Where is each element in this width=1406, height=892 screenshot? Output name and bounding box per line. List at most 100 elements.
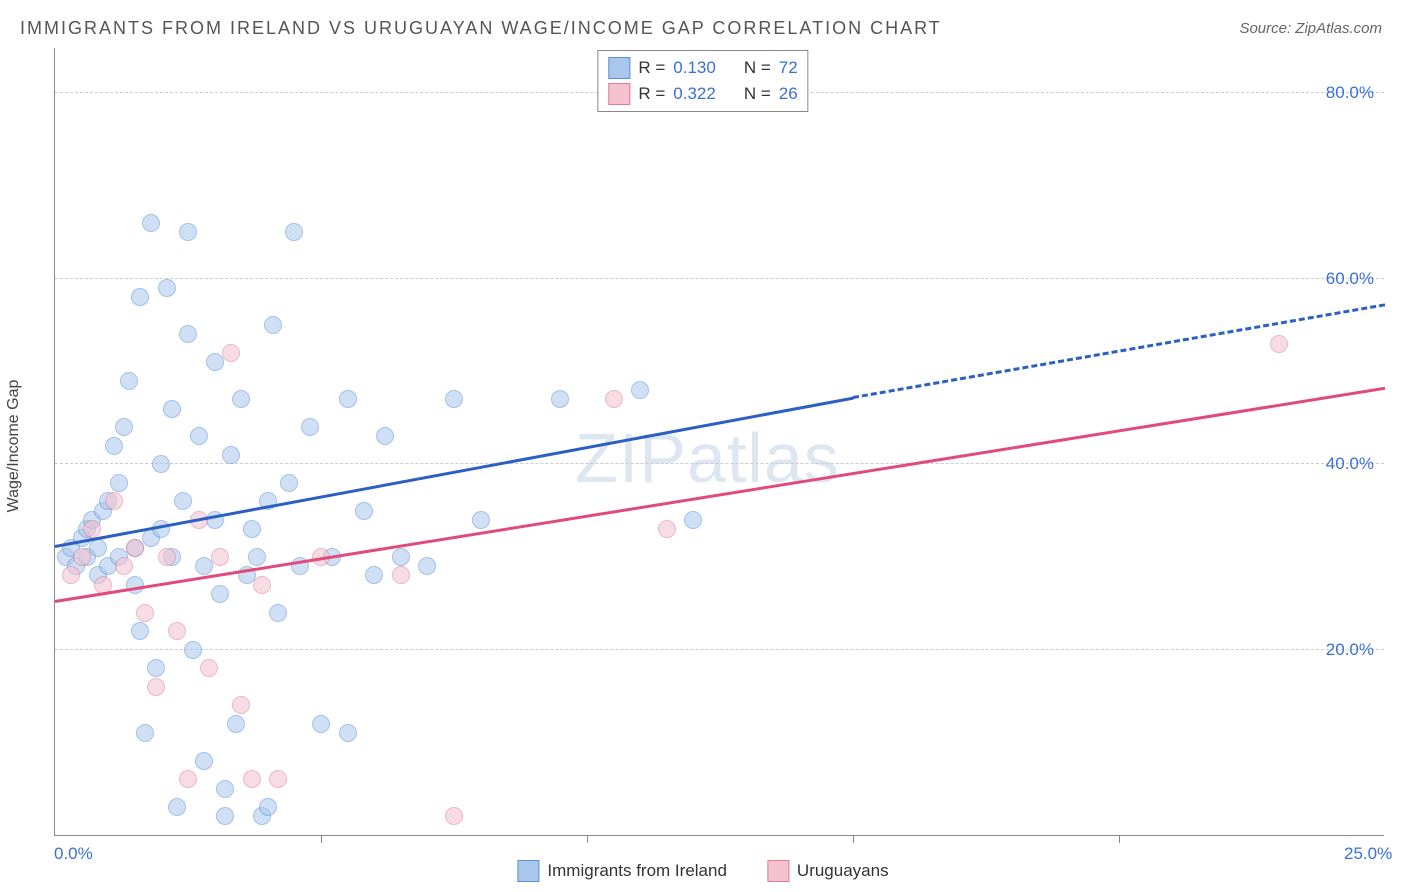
n-value-ireland: 72	[779, 58, 798, 78]
swatch-ireland	[608, 57, 630, 79]
data-point	[190, 427, 208, 445]
legend-correlation: R = 0.130 N = 72 R = 0.322 N = 26	[597, 50, 808, 112]
data-point	[472, 511, 490, 529]
data-point	[232, 390, 250, 408]
gridline	[55, 649, 1384, 650]
data-point	[136, 604, 154, 622]
trend-line	[55, 387, 1385, 603]
data-point	[445, 390, 463, 408]
data-point	[147, 678, 165, 696]
xtick	[321, 835, 322, 843]
data-point	[418, 557, 436, 575]
data-point	[227, 715, 245, 733]
swatch-uruguay	[767, 860, 789, 882]
data-point	[206, 353, 224, 371]
data-point	[131, 288, 149, 306]
data-point	[110, 474, 128, 492]
plot-area: ZIPatlas 20.0%40.0%60.0%80.0%	[54, 48, 1384, 836]
data-point	[89, 539, 107, 557]
data-point	[200, 659, 218, 677]
data-point	[222, 446, 240, 464]
data-point	[168, 798, 186, 816]
data-point	[339, 724, 357, 742]
chart-title: IMMIGRANTS FROM IRELAND VS URUGUAYAN WAG…	[20, 18, 942, 39]
data-point	[259, 798, 277, 816]
data-point	[126, 539, 144, 557]
data-point	[105, 437, 123, 455]
data-point	[62, 566, 80, 584]
data-point	[131, 622, 149, 640]
data-point	[684, 511, 702, 529]
data-point	[120, 372, 138, 390]
data-point	[355, 502, 373, 520]
data-point	[551, 390, 569, 408]
legend-row-ireland: R = 0.130 N = 72	[608, 55, 797, 81]
data-point	[658, 520, 676, 538]
data-point	[392, 548, 410, 566]
data-point	[312, 715, 330, 733]
legend-series: Immigrants from Ireland Uruguayans	[517, 860, 888, 882]
data-point	[179, 770, 197, 788]
gridline	[55, 278, 1384, 279]
data-point	[365, 566, 383, 584]
data-point	[195, 557, 213, 575]
data-point	[339, 390, 357, 408]
y-axis-label: Wage/Income Gap	[5, 380, 23, 513]
legend-item-uruguay: Uruguayans	[767, 860, 889, 882]
r-value-ireland: 0.130	[673, 58, 716, 78]
chart-container: IMMIGRANTS FROM IRELAND VS URUGUAYAN WAG…	[0, 0, 1406, 892]
data-point	[376, 427, 394, 445]
data-point	[163, 400, 181, 418]
legend-label-ireland: Immigrants from Ireland	[547, 861, 727, 881]
data-point	[158, 279, 176, 297]
data-point	[280, 474, 298, 492]
data-point	[115, 557, 133, 575]
data-point	[392, 566, 410, 584]
ytick-label: 40.0%	[1326, 454, 1374, 474]
n-label: N =	[744, 84, 771, 104]
data-point	[253, 576, 271, 594]
data-point	[243, 520, 261, 538]
r-value-uruguay: 0.322	[673, 84, 716, 104]
data-point	[174, 492, 192, 510]
xtick	[853, 835, 854, 843]
swatch-uruguay	[608, 83, 630, 105]
trend-line	[55, 396, 854, 547]
data-point	[179, 325, 197, 343]
data-point	[243, 770, 261, 788]
data-point	[168, 622, 186, 640]
data-point	[83, 520, 101, 538]
data-point	[73, 548, 91, 566]
xtick	[1119, 835, 1120, 843]
xtick-label: 25.0%	[1344, 844, 1392, 864]
gridline	[55, 463, 1384, 464]
data-point	[152, 455, 170, 473]
data-point	[184, 641, 202, 659]
legend-label-uruguay: Uruguayans	[797, 861, 889, 881]
ytick-label: 20.0%	[1326, 640, 1374, 660]
n-value-uruguay: 26	[779, 84, 798, 104]
data-point	[211, 585, 229, 603]
data-point	[216, 807, 234, 825]
xtick-label: 0.0%	[54, 844, 93, 864]
data-point	[269, 770, 287, 788]
data-point	[631, 381, 649, 399]
data-point	[248, 548, 266, 566]
trend-line	[853, 304, 1386, 400]
data-point	[216, 780, 234, 798]
data-point	[445, 807, 463, 825]
source-label: Source: ZipAtlas.com	[1239, 20, 1382, 37]
data-point	[105, 492, 123, 510]
data-point	[269, 604, 287, 622]
data-point	[179, 223, 197, 241]
data-point	[264, 316, 282, 334]
data-point	[1270, 335, 1288, 353]
data-point	[147, 659, 165, 677]
legend-item-ireland: Immigrants from Ireland	[517, 860, 727, 882]
ytick-label: 60.0%	[1326, 269, 1374, 289]
data-point	[605, 390, 623, 408]
n-label: N =	[744, 58, 771, 78]
data-point	[232, 696, 250, 714]
data-point	[285, 223, 303, 241]
data-point	[195, 752, 213, 770]
